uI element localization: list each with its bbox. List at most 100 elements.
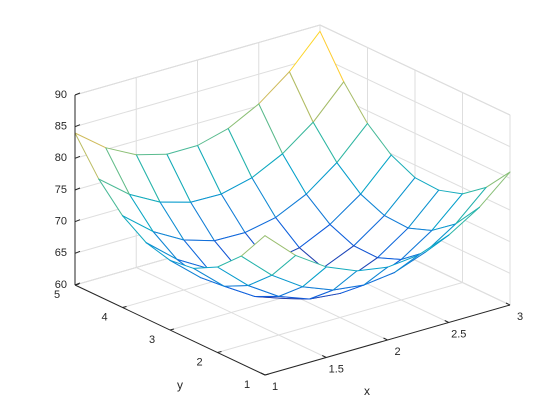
mesh-face	[160, 202, 215, 241]
mesh-face	[105, 147, 160, 203]
grid-line	[217, 282, 463, 353]
mesh-edge	[325, 266, 358, 272]
mesh-edge	[360, 154, 392, 195]
mesh-edge	[220, 177, 253, 195]
z-tick	[74, 92, 81, 96]
mesh-face	[221, 177, 276, 233]
mesh-edge	[455, 206, 480, 225]
mesh-edge	[183, 239, 215, 242]
mesh-edge	[190, 201, 215, 242]
mesh-edge	[271, 274, 303, 288]
mesh-face	[299, 224, 354, 268]
x-tick	[383, 337, 388, 341]
x-tick-label: 1.5	[329, 363, 344, 375]
mesh-edge	[332, 270, 358, 291]
mesh-edge	[329, 223, 355, 247]
mesh-edge	[217, 266, 249, 286]
mesh-edge	[258, 71, 290, 105]
mesh-edge	[240, 235, 266, 257]
mesh-edge	[332, 284, 365, 291]
mesh-edge	[128, 193, 161, 203]
mesh-edge	[305, 193, 331, 225]
x-tick	[444, 320, 449, 323]
mesh-edge	[240, 255, 273, 276]
mesh-face	[241, 235, 296, 276]
mesh-edge	[329, 193, 362, 225]
z-tick-label: 90	[55, 89, 67, 101]
z-tick-label: 70	[55, 216, 67, 228]
z-tick-label: 85	[55, 121, 67, 133]
mesh-edge	[145, 242, 171, 261]
mesh-edge	[431, 193, 463, 231]
z-tick	[74, 155, 81, 159]
mesh-face	[217, 256, 272, 286]
mesh-edge	[264, 235, 297, 256]
mesh-edge	[193, 266, 218, 269]
z-tick-label: 75	[55, 184, 67, 196]
mesh-face	[166, 145, 222, 203]
mesh-edge	[197, 128, 229, 146]
mesh-edge	[166, 145, 198, 155]
z-tick-label: 60	[55, 279, 67, 291]
mesh-edge	[74, 132, 100, 180]
mesh-edge	[251, 153, 283, 179]
mesh-face	[353, 215, 409, 258]
mesh-edge	[288, 71, 314, 123]
mesh-edge	[288, 30, 321, 73]
mesh-edge	[247, 274, 273, 286]
mesh-edge	[448, 206, 480, 236]
mesh-edge	[407, 227, 433, 231]
y-tick-label: 2	[196, 356, 202, 368]
mesh-edge	[271, 254, 297, 276]
mesh-face	[408, 190, 463, 231]
y-tick	[122, 306, 127, 308]
mesh-edge	[282, 121, 314, 155]
mesh-edge	[105, 147, 137, 156]
mesh-edge	[128, 193, 154, 233]
mesh-edge	[414, 177, 440, 191]
mesh-edge	[227, 103, 260, 130]
mesh-edge	[363, 272, 395, 286]
mesh-edge	[282, 153, 307, 195]
y-tick-label: 3	[149, 334, 155, 346]
mesh-edge	[353, 215, 385, 247]
mesh-face	[153, 231, 208, 269]
mesh-edge	[223, 284, 249, 287]
mesh-edge	[312, 121, 338, 164]
mesh-edge	[302, 266, 327, 288]
mesh-face	[170, 260, 225, 287]
mesh-edge	[169, 259, 195, 269]
mesh-face	[431, 187, 487, 231]
mesh-edge	[166, 153, 192, 203]
mesh-edge	[339, 284, 365, 294]
mesh-edge	[122, 215, 154, 233]
mesh-edge	[393, 254, 419, 273]
mesh-edge	[478, 171, 511, 208]
mesh-edge	[193, 267, 225, 287]
mesh-face	[122, 215, 177, 260]
mesh-edge	[98, 178, 123, 217]
y-tick-label: 4	[101, 311, 107, 323]
mesh-edge	[383, 215, 409, 229]
grid-line	[74, 24, 321, 96]
z-tick	[74, 250, 81, 254]
mesh-edge	[367, 123, 392, 156]
mesh-edge	[122, 215, 147, 244]
mesh-edge	[308, 292, 341, 300]
mesh-edge	[152, 231, 178, 260]
mesh-edge	[353, 245, 378, 259]
x-tick-label: 2.5	[451, 328, 466, 340]
mesh-edge	[227, 128, 253, 179]
mesh-edge	[322, 245, 355, 269]
mesh-edge	[438, 189, 463, 195]
mesh-face	[98, 179, 154, 232]
mesh-edge	[251, 177, 277, 219]
mesh-face	[425, 207, 480, 253]
mesh-face	[197, 128, 252, 195]
mesh-edge	[190, 193, 222, 203]
mesh-edge	[305, 162, 338, 195]
mesh-edge	[74, 132, 107, 149]
mesh-face	[336, 123, 392, 195]
mesh-edge	[295, 254, 327, 268]
mesh-face	[271, 255, 327, 287]
